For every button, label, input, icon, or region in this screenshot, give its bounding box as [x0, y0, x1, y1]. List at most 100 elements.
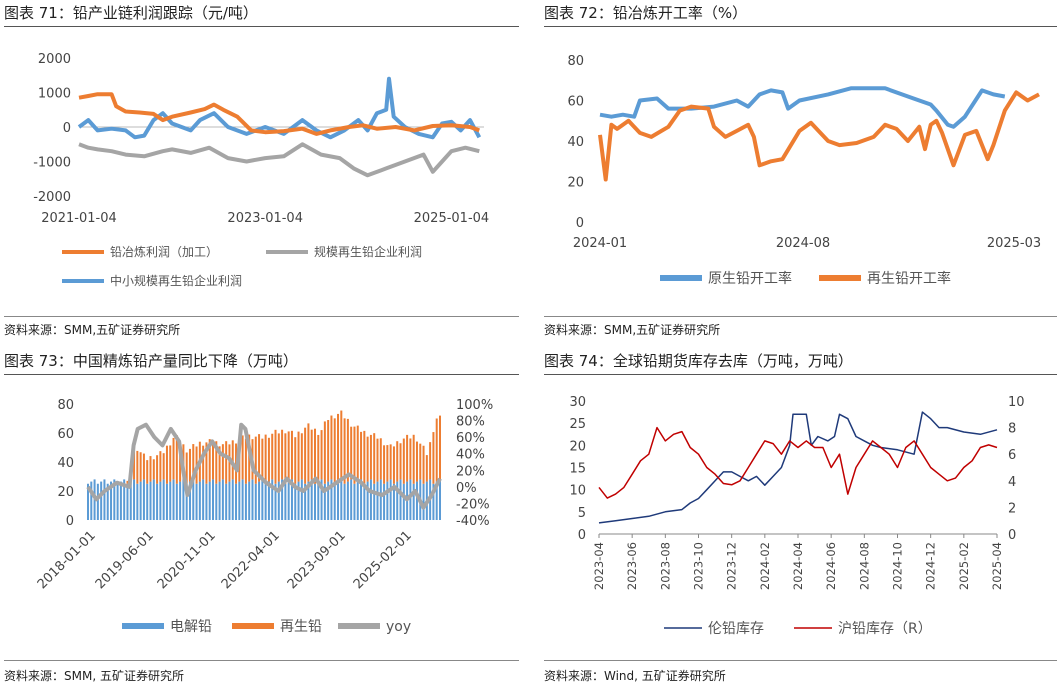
- bar-electrolytic: [129, 481, 132, 520]
- legend-label: 电解铅: [170, 619, 212, 635]
- y-tick-label: 2000: [38, 52, 71, 67]
- bar-recycled: [294, 437, 297, 484]
- bar-electrolytic: [439, 479, 441, 520]
- bar-electrolytic: [103, 479, 106, 520]
- bar-electrolytic: [317, 481, 320, 520]
- bar-electrolytic: [241, 479, 244, 520]
- series-line-yoy: [86, 422, 442, 510]
- bar-electrolytic: [172, 479, 175, 520]
- x-tick-label: 2024-10: [891, 542, 905, 590]
- bar-recycled: [284, 433, 287, 484]
- bar-recycled: [254, 436, 257, 484]
- bar-electrolytic: [435, 481, 438, 520]
- source-rule-73: [4, 660, 519, 661]
- bar-electrolytic: [376, 481, 379, 520]
- series-line: [598, 90, 1040, 182]
- bar-recycled: [350, 426, 353, 480]
- bar-recycled: [386, 445, 389, 482]
- bar-recycled: [366, 436, 369, 482]
- bar-electrolytic: [100, 481, 103, 520]
- bar-electrolytic: [271, 479, 274, 520]
- x-tick-label: 2023-08: [658, 542, 672, 590]
- bar-recycled: [415, 441, 418, 482]
- bar-recycled: [261, 438, 264, 480]
- bar-electrolytic: [152, 479, 155, 520]
- bar-recycled: [406, 434, 409, 482]
- bar-recycled: [425, 455, 428, 482]
- bar-electrolytic: [399, 479, 402, 520]
- bar-recycled: [383, 445, 386, 484]
- x-tick-label: 2024-08: [776, 236, 830, 251]
- chart-title-72: 图表 72：铅冶炼开工率（%）: [544, 0, 1057, 27]
- y2-tick-label: 10: [1008, 395, 1025, 410]
- legend-label: 原生铅开工率: [708, 270, 792, 287]
- y2-tick-label: 0: [1008, 528, 1016, 543]
- bar-recycled: [396, 441, 399, 482]
- bar-electrolytic: [192, 479, 195, 520]
- x-tick-label: 2021-01-04: [41, 211, 117, 226]
- bar-electrolytic: [337, 481, 340, 520]
- bar-recycled: [290, 430, 293, 480]
- bar-electrolytic: [254, 483, 257, 520]
- bar-electrolytic: [228, 481, 231, 520]
- x-tick-label: 2019-06-01: [93, 528, 157, 592]
- bar-electrolytic: [402, 483, 405, 520]
- bar-electrolytic: [156, 483, 159, 520]
- bar-electrolytic: [396, 481, 399, 520]
- chart-panel-74: 图表 74：全球铅期货库存去库（万吨，万吨） 0 5 10 15 20 25 30 0 2 4 6 8…: [544, 348, 1057, 688]
- bar-recycled: [133, 442, 136, 480]
- bar-recycled: [146, 460, 149, 484]
- bar-electrolytic: [422, 483, 425, 520]
- y-tick-label: 80: [567, 54, 584, 69]
- bar-recycled: [307, 423, 310, 482]
- x-tick-label: 2023-12: [725, 542, 739, 590]
- chart-73: 0 20 40 60 80 -40% -20%0% 20%40% 60%80% 100% 2018-…: [35, 398, 493, 635]
- y-tick-label: 1000: [38, 87, 71, 102]
- bar-electrolytic: [182, 479, 185, 520]
- x-tick-label: 2022-04-01: [219, 528, 283, 592]
- y2-tick-label: 100%: [456, 398, 493, 413]
- x-tick-label: 2024-02: [758, 542, 772, 590]
- chart-panel-72: 图表 72：铅冶炼开工率（%） 0 20 40 60 80 2024-01 2024-08 2…: [544, 0, 1057, 344]
- legend-label: yoy: [386, 619, 411, 635]
- bar-electrolytic: [313, 483, 316, 520]
- x-tick-label: 2023-10: [692, 542, 706, 590]
- bar-recycled: [172, 437, 175, 480]
- y-tick-label: 25: [569, 417, 586, 432]
- bar-recycled: [330, 415, 333, 480]
- bar-recycled: [205, 442, 208, 484]
- legend-label: 再生铅: [280, 619, 322, 635]
- bar-recycled: [379, 438, 382, 480]
- bar-electrolytic: [87, 483, 89, 520]
- bar-recycled: [228, 444, 231, 482]
- bar-recycled: [323, 421, 326, 484]
- bar-electrolytic: [126, 483, 129, 520]
- bar-electrolytic: [202, 479, 205, 520]
- x-tick-label: 2025-03: [987, 236, 1041, 251]
- bar-electrolytic: [133, 479, 136, 520]
- y-tick-label: 30: [569, 395, 586, 410]
- bar-electrolytic: [238, 481, 241, 520]
- bar-recycled: [343, 418, 346, 484]
- bar-electrolytic: [106, 483, 109, 520]
- bar-recycled: [142, 453, 145, 480]
- bar-recycled: [215, 441, 218, 484]
- bar-electrolytic: [277, 481, 280, 520]
- bar-recycled: [439, 415, 441, 480]
- bar-recycled: [304, 427, 307, 484]
- bar-recycled: [346, 418, 349, 482]
- y-tick-label: 0: [578, 528, 586, 543]
- y2-tick-label: 4: [1008, 475, 1016, 490]
- bar-electrolytic: [346, 481, 349, 520]
- x-tick-label: 2024-08: [857, 542, 871, 590]
- bar-electrolytic: [188, 481, 191, 520]
- bar-recycled: [202, 445, 205, 480]
- y-tick-label: 0: [66, 514, 74, 529]
- bar-recycled: [162, 453, 165, 480]
- chart-71: -2000 -1000 0 1000 2000 2021-01-04 2023-01-04 2…: [33, 52, 489, 288]
- y-tick-label: -2000: [33, 190, 71, 205]
- bar-electrolytic: [379, 479, 382, 520]
- bar-electrolytic: [251, 479, 254, 520]
- bar-recycled: [218, 446, 221, 482]
- bar-electrolytic: [383, 483, 386, 520]
